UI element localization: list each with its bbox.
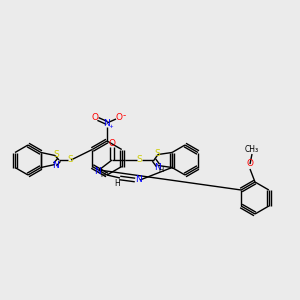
Text: N: N: [154, 163, 160, 172]
Text: O: O: [109, 139, 116, 148]
Text: S: S: [136, 155, 142, 164]
Text: N: N: [103, 118, 110, 127]
Text: O: O: [116, 113, 122, 122]
Text: N: N: [52, 161, 59, 170]
Text: CH₃: CH₃: [245, 145, 259, 154]
Text: O: O: [247, 160, 254, 169]
Text: S: S: [154, 149, 160, 158]
Text: S: S: [67, 155, 73, 164]
Text: -: -: [122, 112, 126, 121]
Text: H: H: [114, 179, 120, 188]
Text: N: N: [94, 167, 100, 176]
Text: +: +: [109, 124, 113, 130]
Text: N: N: [136, 176, 142, 184]
Text: H: H: [100, 172, 106, 178]
Text: O: O: [92, 113, 98, 122]
Text: H: H: [158, 167, 164, 173]
Text: S: S: [53, 150, 59, 159]
